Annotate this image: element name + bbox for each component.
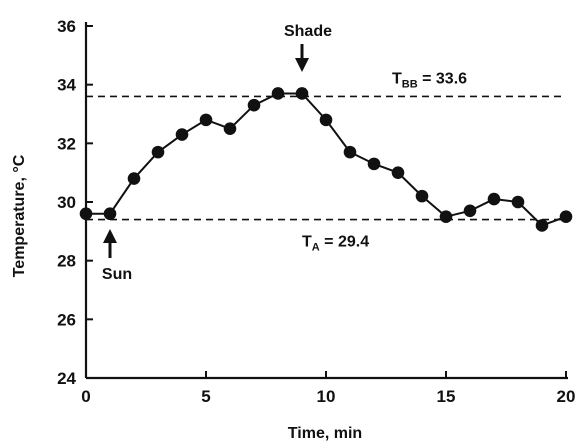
data-point [535, 219, 549, 232]
y-axis-label: Temperature, °C [11, 154, 28, 277]
data-point [559, 210, 573, 223]
x-tick-label: 0 [81, 387, 90, 406]
data-point [319, 113, 333, 127]
data-point [127, 172, 141, 185]
x-tick-label: 5 [201, 387, 210, 406]
reference-line-label: TBB = 33.6 [392, 70, 467, 90]
data-point [391, 166, 405, 179]
data-point [247, 98, 261, 112]
data-point [295, 87, 309, 100]
x-tick-label: 10 [317, 387, 336, 406]
data-point [511, 195, 525, 209]
shade-annotation: Shade [284, 23, 332, 40]
data-point [175, 128, 189, 141]
y-tick-label: 24 [57, 369, 76, 388]
y-tick-label: 32 [57, 134, 76, 153]
y-tick-label: 28 [57, 252, 76, 271]
sun-arrow-head [103, 229, 117, 243]
data-point [199, 113, 213, 127]
data-point [271, 87, 285, 100]
data-point [103, 207, 117, 221]
reference-line-label: TA = 29.4 [302, 234, 369, 254]
data-point [151, 145, 165, 159]
sun-annotation: Sun [102, 266, 132, 283]
shade-arrow-head [295, 58, 309, 72]
x-axis-label: Time, min [288, 425, 362, 442]
y-tick-label: 26 [57, 310, 76, 329]
y-tick-label: 30 [57, 193, 76, 212]
data-point [79, 207, 93, 221]
y-axis-title: Temperature, °C [11, 154, 28, 277]
data-point [415, 189, 429, 203]
data-point [367, 157, 381, 171]
series-line [86, 92, 567, 227]
plot-area: 24 26 28 30 32 34 36 0 5 10 15 20 TBB = 33.6 TA = 29.… [57, 17, 575, 406]
data-point [463, 204, 477, 218]
y-tick-label: 34 [57, 76, 76, 95]
data-point [439, 210, 453, 223]
x-tick-label: 20 [557, 387, 576, 406]
data-point [223, 122, 237, 135]
x-tick-label: 15 [437, 387, 456, 406]
y-tick-label: 36 [57, 17, 76, 36]
data-point [343, 145, 357, 159]
data-point [487, 192, 501, 206]
